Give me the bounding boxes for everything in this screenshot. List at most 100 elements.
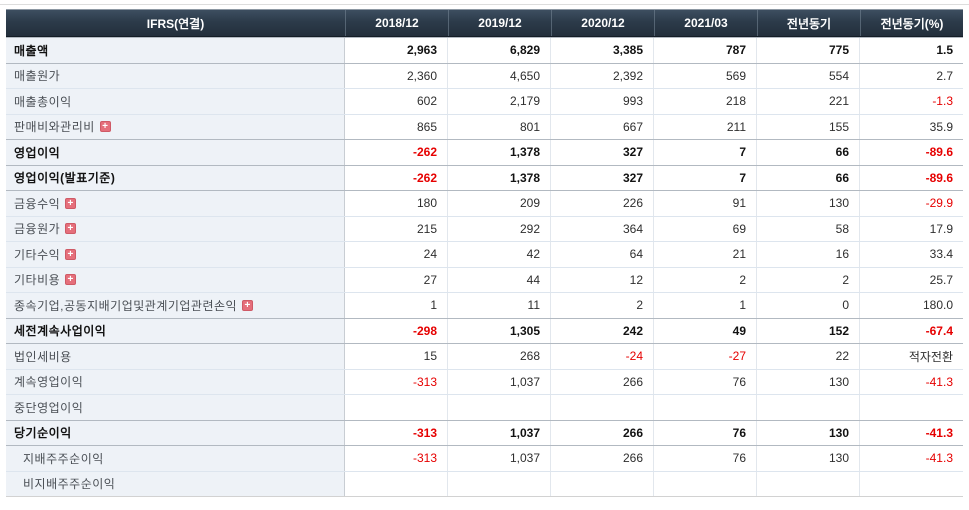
row-label: 금융수익 + [6,191,345,216]
value-cell: 327 [551,140,654,165]
value-cell: 130 [757,369,860,394]
row-label-text: 영업이익(발표기준) [14,171,116,186]
row-label: 계속영업이익 [6,369,345,394]
value-cell: 602 [345,89,448,114]
row-label-text: 계속영업이익 [14,375,84,390]
value-cell: 66 [757,165,860,190]
row-label-text: 기타수익 [14,247,61,262]
expand-plus-icon[interactable]: + [65,248,77,260]
value-cell: -262 [345,165,448,190]
value-cell: 2,179 [448,89,551,114]
column-header: 2019/12 [448,10,551,36]
value-cell: 1.5 [936,43,953,58]
value-cell: -1.3 [932,94,953,109]
value-cell: 155 [757,114,860,139]
table-row: 종속기업,공동지배기업및관계기업관련손익 +1 11 2 1 0 180.0 [6,292,963,318]
value-cell: -27 [654,344,757,369]
value-cell: 2 [757,267,860,292]
table-row: 기타수익 +24 42 64 21 16 33.4 [6,241,963,267]
value-cell: -313 [345,369,448,394]
value-cell: 35.9 [929,119,953,134]
value-cell: 33.4 [929,247,953,262]
table-row: 금융수익 +180 209 226 91 130 -29.9 [6,190,963,216]
value-cell: 76 [654,369,757,394]
value-cell: -89.6 [925,170,953,185]
value-cell: 6,829 [448,38,551,63]
row-label-text: 당기순이익 [14,426,72,441]
value-cell: 1 [345,293,448,318]
row-label: 판매비와관리비 + [6,114,345,139]
value-cell: 993 [551,89,654,114]
expand-plus-icon[interactable]: + [99,121,111,133]
value-cell: 2,963 [345,38,448,63]
value-cell: 2 [654,267,757,292]
row-label-text: 매출원가 [14,69,61,84]
table-row: 계속영업이익 -313 1,037 266 76 130 -41.3 [6,368,963,394]
row-label-text: 지배주주순이익 [23,451,104,466]
value-cell: 적자전환 [908,349,953,364]
value-cell [551,471,654,496]
value-cell: 266 [551,420,654,445]
row-label: 세전계속사업이익 [6,318,345,343]
value-cell [345,471,448,496]
column-header: 전년동기 [757,10,860,36]
value-cell: 91 [654,191,757,216]
expand-plus-icon[interactable]: + [242,299,254,311]
value-cell: -313 [345,420,448,445]
row-label: 기타비용 + [6,267,345,292]
value-cell: 268 [448,344,551,369]
value-cell: -67.4 [925,323,953,338]
value-cell: 775 [757,38,860,63]
value-cell: 2.7 [936,68,953,83]
value-cell: -41.3 [925,451,953,466]
value-cell: 1,037 [448,369,551,394]
value-cell: 1,378 [448,165,551,190]
value-cell [448,471,551,496]
value-cell: 12 [551,267,654,292]
expand-plus-icon[interactable]: + [65,223,77,235]
row-label: 매출원가 [6,63,345,88]
value-cell: 211 [654,114,757,139]
value-cell: 364 [551,216,654,241]
value-cell: 218 [654,89,757,114]
value-cell: 21 [654,242,757,267]
row-label-text: 법인세비용 [14,349,72,364]
row-label-text: 기타비용 [14,273,61,288]
table-body: 매출액 2,963 6,829 3,385 787 775 1.5 매출원가 2,360 4,65… [6,37,963,496]
value-cell: 221 [757,89,860,114]
value-cell [654,471,757,496]
value-cell: 16 [757,242,860,267]
value-cell: -262 [345,140,448,165]
expand-plus-icon[interactable]: + [65,197,77,209]
table-row: 금융원가 +215 292 364 69 58 17.9 [6,215,963,241]
column-header: 2021/03 [654,10,757,36]
expand-plus-icon[interactable]: + [65,274,77,286]
value-cell: 76 [654,420,757,445]
table-row: 지배주주순이익 -313 1,037 266 76 130 -41.3 [6,445,963,471]
value-cell: 66 [757,140,860,165]
table-row: 영업이익 -262 1,378 327 7 66 -89.6 [6,139,963,165]
value-cell: 49 [654,318,757,343]
row-label-text: 판매비와관리비 [14,120,95,135]
value-cell: 2,360 [345,63,448,88]
value-cell: 209 [448,191,551,216]
value-cell: 27 [345,267,448,292]
column-header-ifrs: IFRS(연결) [146,16,205,31]
table-row: 세전계속사업이익 -298 1,305 242 49 152 -67.4 [6,317,963,343]
column-header: 2018/12 [345,10,448,36]
table-row: 기타비용 +27 44 12 2 2 25.7 [6,266,963,292]
value-cell [860,395,963,420]
row-label: 종속기업,공동지배기업및관계기업관련손익 + [6,293,345,318]
row-label-text: 영업이익 [14,145,61,160]
table-row: 당기순이익 -313 1,037 266 76 130 -41.3 [6,419,963,445]
value-cell: 2,392 [551,63,654,88]
value-cell: 1,305 [448,318,551,343]
table-row: 비지배주주순이익 [6,470,963,496]
value-cell: 3,385 [551,38,654,63]
value-cell: 2 [551,293,654,318]
row-label: 당기순이익 [6,420,345,445]
value-cell: 64 [551,242,654,267]
table-row: 판매비와관리비 +865 801 667 211 155 35.9 [6,113,963,139]
value-cell [757,395,860,420]
value-cell: 0 [757,293,860,318]
